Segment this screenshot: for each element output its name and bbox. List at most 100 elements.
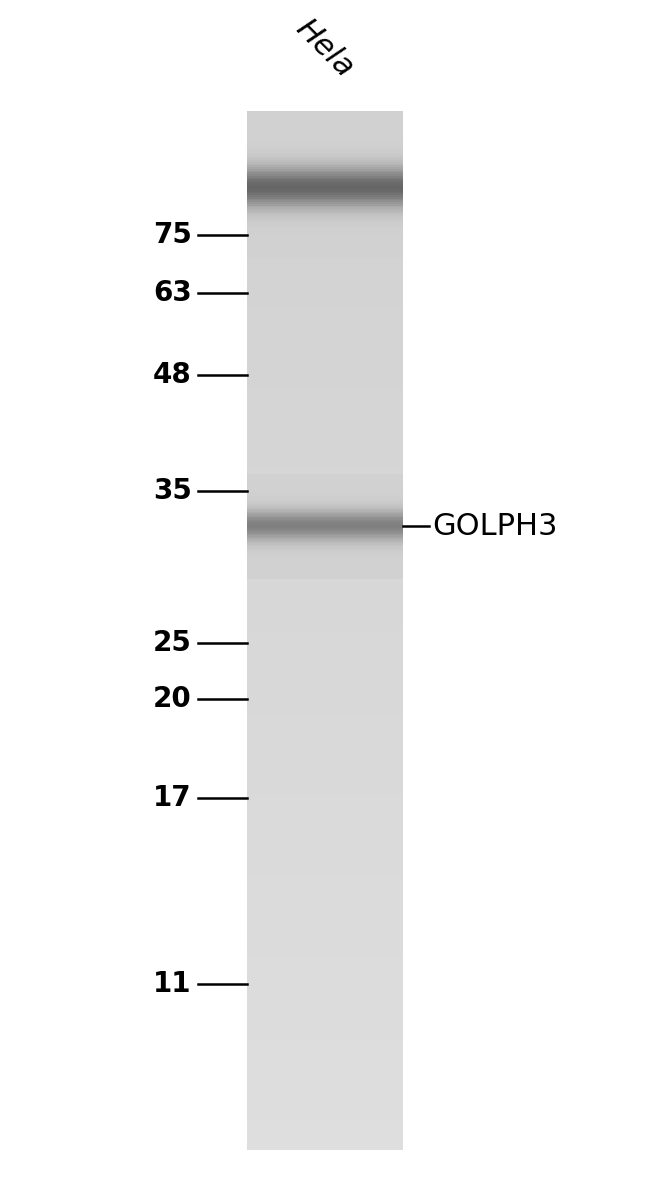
Bar bbox=[247, 222, 403, 226]
Bar bbox=[247, 520, 403, 521]
Bar bbox=[247, 876, 403, 880]
Text: 17: 17 bbox=[153, 784, 192, 812]
Bar bbox=[247, 149, 403, 154]
Bar bbox=[247, 557, 403, 558]
Bar bbox=[247, 159, 403, 160]
Bar bbox=[247, 907, 403, 911]
Bar bbox=[247, 153, 403, 155]
Bar bbox=[247, 239, 403, 241]
Bar bbox=[247, 501, 403, 502]
Bar bbox=[247, 505, 403, 506]
Bar bbox=[247, 132, 403, 134]
Bar bbox=[247, 566, 403, 568]
Bar bbox=[247, 450, 403, 455]
Bar bbox=[247, 1072, 403, 1077]
Bar bbox=[247, 233, 403, 236]
Bar bbox=[247, 171, 403, 172]
Bar bbox=[247, 1087, 403, 1091]
Bar bbox=[247, 514, 403, 515]
Bar bbox=[247, 192, 403, 193]
Bar bbox=[247, 515, 403, 517]
Bar bbox=[247, 640, 403, 645]
Bar bbox=[247, 236, 403, 237]
Bar bbox=[247, 191, 403, 196]
Bar bbox=[247, 602, 403, 607]
Bar bbox=[247, 775, 403, 780]
Bar bbox=[247, 288, 403, 293]
Bar bbox=[247, 326, 403, 331]
Bar bbox=[247, 616, 403, 621]
Bar bbox=[247, 679, 403, 683]
Bar bbox=[247, 495, 403, 500]
Bar bbox=[247, 755, 403, 760]
Bar bbox=[247, 723, 403, 728]
Bar bbox=[247, 122, 403, 126]
Bar bbox=[247, 510, 403, 511]
Bar bbox=[247, 1104, 403, 1108]
Bar bbox=[247, 547, 403, 549]
Bar bbox=[247, 212, 403, 214]
Bar bbox=[247, 903, 403, 908]
Bar bbox=[247, 955, 403, 960]
Bar bbox=[247, 713, 403, 718]
Bar bbox=[247, 160, 403, 162]
Bar bbox=[247, 793, 403, 798]
Bar bbox=[247, 249, 403, 251]
Bar bbox=[247, 284, 403, 289]
Bar bbox=[247, 796, 403, 801]
Bar bbox=[247, 1056, 403, 1061]
Bar bbox=[247, 350, 403, 354]
Bar bbox=[247, 485, 403, 489]
Bar bbox=[247, 198, 403, 203]
Bar bbox=[247, 966, 403, 971]
Bar bbox=[247, 194, 403, 199]
Bar bbox=[247, 263, 403, 268]
Bar bbox=[247, 250, 403, 254]
Bar bbox=[247, 685, 403, 690]
Bar bbox=[247, 487, 403, 488]
Bar bbox=[247, 252, 403, 255]
Bar bbox=[247, 118, 403, 123]
Bar bbox=[247, 982, 403, 987]
Bar bbox=[247, 180, 403, 185]
Bar bbox=[247, 292, 403, 295]
Bar bbox=[247, 1110, 403, 1115]
Bar bbox=[247, 762, 403, 766]
Bar bbox=[247, 277, 403, 282]
Bar bbox=[247, 267, 403, 271]
Bar bbox=[247, 480, 403, 481]
Bar bbox=[247, 486, 403, 487]
Bar bbox=[247, 865, 403, 870]
Bar bbox=[247, 440, 403, 444]
Bar bbox=[247, 531, 403, 533]
Bar bbox=[247, 758, 403, 763]
Bar bbox=[247, 498, 403, 499]
Bar bbox=[247, 135, 403, 140]
Bar bbox=[247, 164, 403, 166]
Bar bbox=[247, 1069, 403, 1074]
Bar bbox=[247, 1042, 403, 1046]
Bar bbox=[247, 557, 403, 562]
Bar bbox=[247, 553, 403, 555]
Bar bbox=[247, 216, 403, 218]
Bar bbox=[247, 768, 403, 773]
Bar bbox=[247, 1135, 403, 1140]
Bar bbox=[247, 146, 403, 150]
Bar bbox=[247, 917, 403, 922]
Bar bbox=[247, 429, 403, 434]
Bar bbox=[247, 218, 403, 223]
Bar bbox=[247, 706, 403, 711]
Text: Hela: Hela bbox=[291, 14, 359, 83]
Bar bbox=[247, 1065, 403, 1070]
Bar bbox=[247, 470, 403, 475]
Bar bbox=[247, 1035, 403, 1039]
Bar bbox=[247, 565, 403, 566]
Bar bbox=[247, 447, 403, 451]
Bar bbox=[247, 422, 403, 427]
Bar bbox=[247, 236, 403, 241]
Bar bbox=[247, 1014, 403, 1019]
Bar bbox=[247, 944, 403, 949]
Bar bbox=[247, 592, 403, 596]
Bar bbox=[247, 734, 403, 738]
Bar bbox=[247, 523, 403, 524]
